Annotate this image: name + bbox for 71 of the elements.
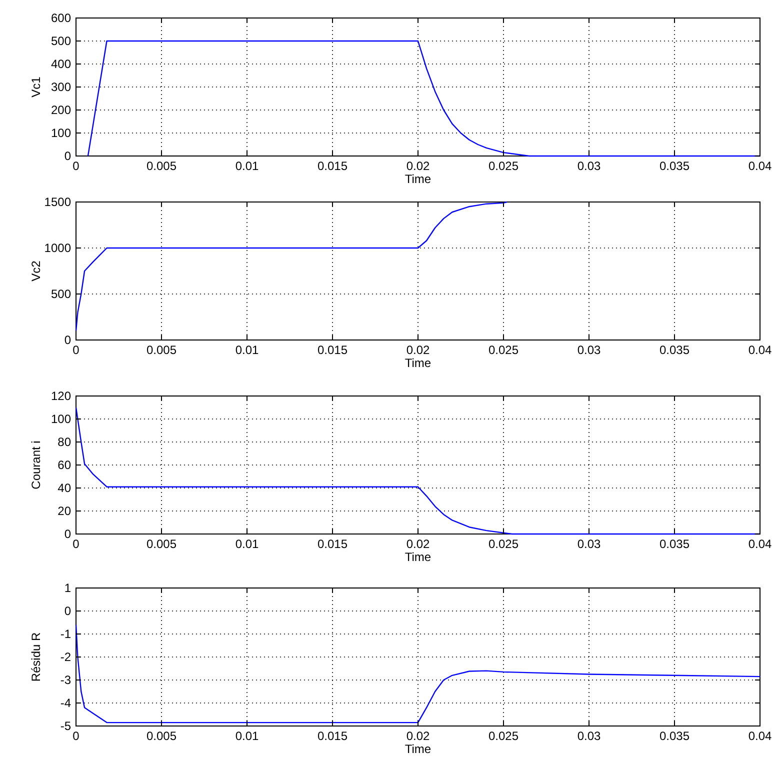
x-tick-label: 0 [72,729,80,743]
y-tick-label: 20 [58,504,72,518]
x-tick-label: 0.01 [235,343,259,357]
x-tick-label: 0 [72,159,80,173]
y-tick-label: 0 [64,604,72,618]
y-tick-label: 500 [50,34,72,48]
y-tick-label: 120 [50,389,72,403]
x-tick-label: 0.035 [659,537,690,551]
y-axis-title: Vc2 [29,260,43,282]
x-tick-label: 0.04 [748,343,772,357]
x-tick-label: 0.04 [748,537,772,551]
y-tick-label: -3 [60,673,72,687]
x-tick-label: 0.02 [406,537,430,551]
y-tick-label: 400 [50,57,72,71]
x-tick-label: 0.02 [406,729,430,743]
y-tick-label: -2 [60,650,72,664]
x-tick-label: 0.005 [146,729,177,743]
y-axis-title: Courant i [29,440,43,490]
y-tick-label: 40 [58,481,72,495]
x-axis-title: Time [404,172,432,186]
y-tick-label: 80 [58,435,72,449]
y-tick-label: -5 [60,719,72,733]
x-tick-label: 0.015 [317,537,348,551]
y-tick-label: 100 [50,126,72,140]
x-tick-label: 0.03 [577,729,601,743]
x-tick-label: 0.02 [406,159,430,173]
y-tick-label: -4 [60,696,72,710]
x-tick-label: 0.005 [146,159,177,173]
x-tick-label: 0.03 [577,343,601,357]
x-tick-label: 0.025 [488,729,519,743]
x-tick-label: 0.005 [146,537,177,551]
x-tick-label: 0.04 [748,729,772,743]
y-tick-label: 300 [50,80,72,94]
x-tick-label: 0.01 [235,729,259,743]
x-tick-label: 0.04 [748,159,772,173]
x-tick-label: 0.03 [577,159,601,173]
y-tick-label: 500 [50,287,72,301]
x-tick-label: 0.035 [659,729,690,743]
x-tick-label: 0 [72,537,80,551]
line-series [75,624,761,724]
x-axis-title: Time [404,742,432,756]
x-tick-label: 0.025 [488,537,519,551]
line-series [75,201,508,332]
x-axis-title: Time [404,550,432,564]
x-tick-label: 0.025 [488,343,519,357]
x-tick-label: 0.015 [317,159,348,173]
x-tick-label: 0.01 [235,537,259,551]
y-axis-title: Résidu R [29,632,43,682]
x-tick-label: 0.01 [235,159,259,173]
x-tick-label: 0.005 [146,343,177,357]
x-tick-label: 0 [72,343,80,357]
x-tick-label: 0.015 [317,343,348,357]
y-tick-label: 0 [64,333,72,347]
y-tick-label: 100 [50,412,72,426]
y-tick-label: 60 [58,458,72,472]
y-tick-label: 200 [50,103,72,117]
y-tick-label: 1500 [44,195,72,209]
y-tick-label: 1 [64,581,72,595]
y-tick-label: 1000 [44,241,72,255]
x-tick-label: 0.02 [406,343,430,357]
y-tick-label: 0 [64,527,72,541]
x-axis-title: Time [404,356,432,370]
x-tick-label: 0.035 [659,159,690,173]
y-tick-label: 0 [64,149,72,163]
x-tick-label: 0.025 [488,159,519,173]
y-tick-label: -1 [60,627,72,641]
x-tick-label: 0.015 [317,729,348,743]
y-axis-title: Vc1 [29,76,43,98]
x-tick-label: 0.035 [659,343,690,357]
y-tick-label: 600 [50,11,72,25]
x-tick-label: 0.03 [577,537,601,551]
